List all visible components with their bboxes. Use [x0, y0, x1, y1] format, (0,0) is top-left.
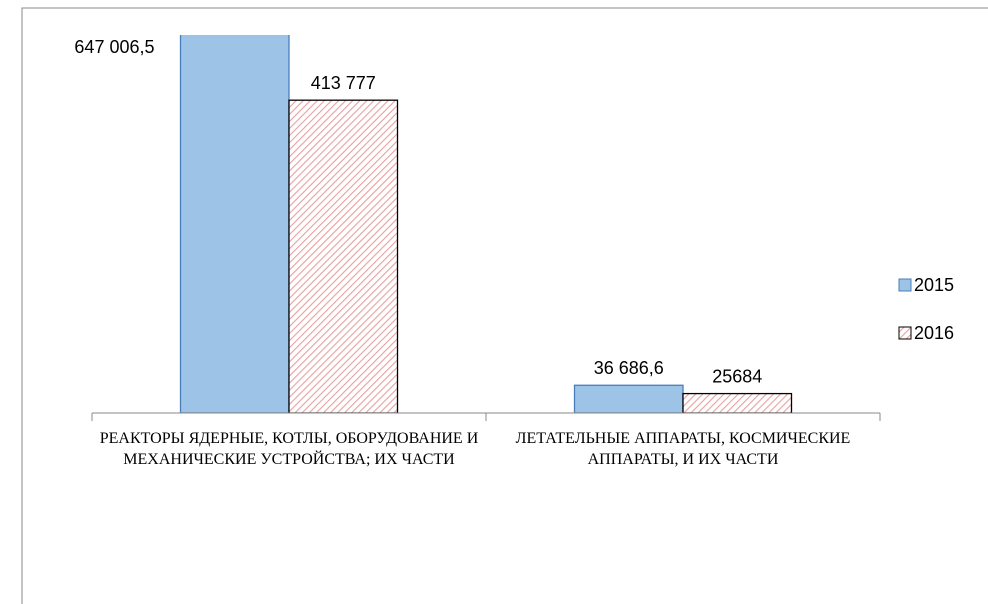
bar [573, 384, 684, 413]
legend-swatch [898, 278, 912, 292]
legend-swatch [898, 326, 912, 340]
x-tick-label: ЛЕТАТЕЛЬНЫЕ АППАРАТЫ, КОСМИЧЕСКИЕ АППАРА… [515, 430, 851, 468]
data-label: 647 006,5 [74, 37, 154, 57]
data-label: 36 686,6 [594, 358, 664, 378]
data-label: 413 777 [311, 73, 376, 93]
legend-label: 2016 [914, 323, 954, 343]
chart-frame [21, 7, 988, 604]
x-tick-label: РЕАКТОРЫ ЯДЕРНЫЕ, КОТЛЫ, ОБОРУДОВАНИЕ И … [99, 430, 479, 468]
data-label: 25684 [712, 366, 762, 386]
bar [682, 392, 793, 413]
bar [179, 35, 290, 413]
bar [288, 99, 399, 413]
legend-label: 2015 [914, 275, 954, 295]
